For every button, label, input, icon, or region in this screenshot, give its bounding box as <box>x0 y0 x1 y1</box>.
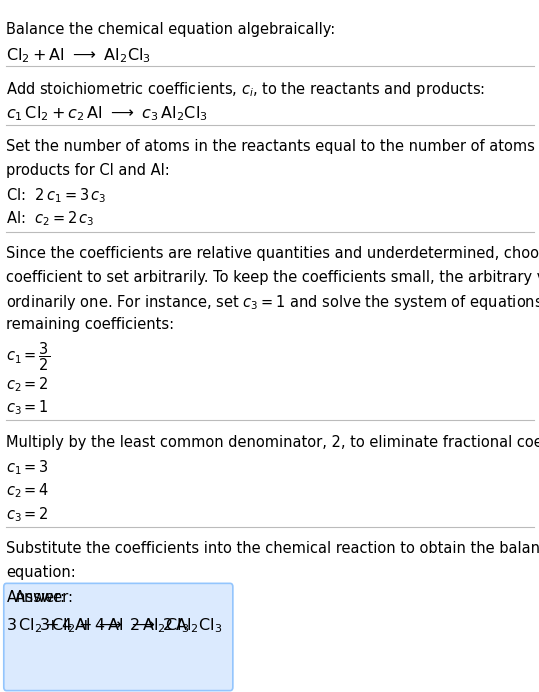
Text: Since the coefficients are relative quantities and underdetermined, choose a: Since the coefficients are relative quan… <box>6 246 539 262</box>
Text: Add stoichiometric coefficients, $c_i$, to the reactants and products:: Add stoichiometric coefficients, $c_i$, … <box>6 80 486 99</box>
Text: $c_1\,\mathrm{Cl_2} + c_2\,\mathrm{Al}\ \longrightarrow\ c_3\,\mathrm{Al_2Cl_3}$: $c_1\,\mathrm{Cl_2} + c_2\,\mathrm{Al}\ … <box>6 104 209 123</box>
Text: $\mathrm{3\,Cl_2 + 4\,Al\ \longrightarrow\ 2\,Al_2Cl_3}$: $\mathrm{3\,Cl_2 + 4\,Al\ \longrightarro… <box>6 616 190 635</box>
Text: Substitute the coefficients into the chemical reaction to obtain the balanced: Substitute the coefficients into the che… <box>6 541 539 556</box>
Text: $\mathrm{3\,Cl_2 + 4\,Al\ \longrightarrow\ 2\,Al_2Cl_3}$: $\mathrm{3\,Cl_2 + 4\,Al\ \longrightarro… <box>39 616 222 635</box>
Text: $c_1 = \dfrac{3}{2}$: $c_1 = \dfrac{3}{2}$ <box>6 340 51 373</box>
Text: Cl:  $2\,c_1 = 3\,c_3$: Cl: $2\,c_1 = 3\,c_3$ <box>6 186 107 205</box>
Text: Multiply by the least common denominator, 2, to eliminate fractional coefficient: Multiply by the least common denominator… <box>6 435 539 450</box>
Text: ordinarily one. For instance, set $c_3 = 1$ and solve the system of equations fo: ordinarily one. For instance, set $c_3 =… <box>6 293 539 312</box>
Text: $c_1 = 3$: $c_1 = 3$ <box>6 458 50 477</box>
Text: products for Cl and Al:: products for Cl and Al: <box>6 163 170 178</box>
Text: Answer:: Answer: <box>15 590 73 605</box>
Text: Al:  $c_2 = 2\,c_3$: Al: $c_2 = 2\,c_3$ <box>6 210 95 228</box>
Text: coefficient to set arbitrarily. To keep the coefficients small, the arbitrary va: coefficient to set arbitrarily. To keep … <box>6 270 539 285</box>
Text: $c_2 = 2$: $c_2 = 2$ <box>6 375 49 394</box>
Text: Balance the chemical equation algebraically:: Balance the chemical equation algebraica… <box>6 22 336 37</box>
FancyBboxPatch shape <box>4 583 233 691</box>
Text: $\mathrm{Cl_2 + Al\ \longrightarrow\ Al_2Cl_3}$: $\mathrm{Cl_2 + Al\ \longrightarrow\ Al_… <box>6 46 151 65</box>
Text: $c_3 = 1$: $c_3 = 1$ <box>6 399 49 417</box>
Text: $c_3 = 2$: $c_3 = 2$ <box>6 505 49 524</box>
Text: equation:: equation: <box>6 565 76 580</box>
Text: $c_2 = 4$: $c_2 = 4$ <box>6 482 50 500</box>
Text: remaining coefficients:: remaining coefficients: <box>6 317 175 332</box>
Text: Set the number of atoms in the reactants equal to the number of atoms in the: Set the number of atoms in the reactants… <box>6 139 539 154</box>
Text: Answer:: Answer: <box>6 590 65 605</box>
